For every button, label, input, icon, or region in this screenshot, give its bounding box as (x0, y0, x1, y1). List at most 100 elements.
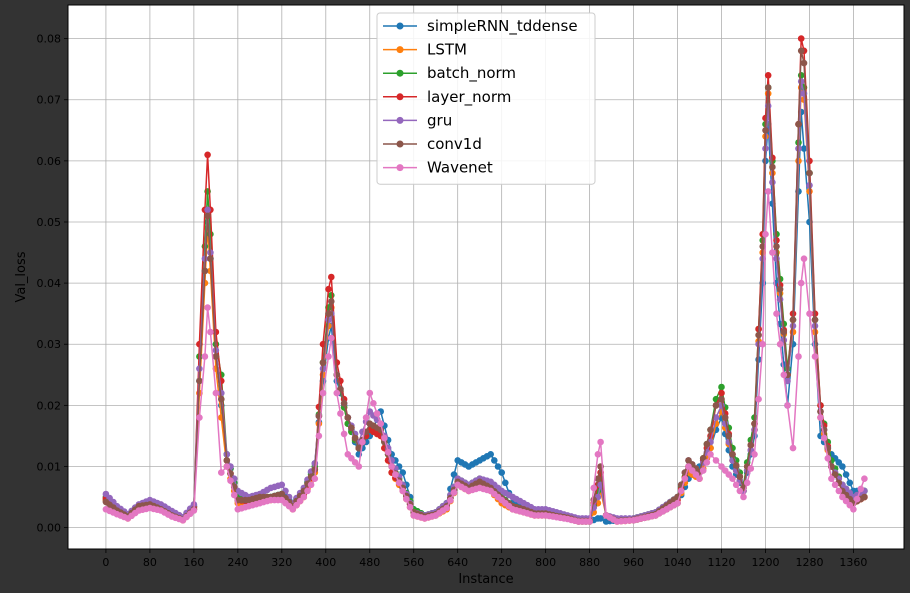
data-point (677, 487, 685, 495)
x-tick-label: 560 (403, 556, 424, 569)
data-point (824, 455, 832, 462)
data-point (212, 353, 220, 360)
plot-frame (67, 4, 905, 550)
data-point (764, 72, 772, 79)
data-point (759, 243, 766, 250)
data-point (853, 495, 861, 503)
data-point (325, 285, 332, 293)
legend-label: gru (427, 111, 452, 129)
x-tick-label: 800 (535, 556, 556, 569)
data-point (780, 371, 788, 379)
data-point (304, 487, 311, 495)
data-point (776, 340, 784, 348)
legend-label: Wavenet (427, 159, 493, 177)
data-point (797, 72, 805, 79)
data-point (718, 389, 725, 397)
data-point (373, 410, 381, 417)
data-point (319, 389, 327, 397)
x-tick-label: 640 (447, 556, 468, 569)
x-tick-label: 1280 (795, 556, 823, 569)
data-point (450, 489, 458, 496)
data-point (712, 402, 720, 409)
data-point (278, 481, 286, 489)
legend-label: simpleRNN_tddense (427, 17, 578, 36)
data-point (328, 292, 335, 299)
series-group (102, 35, 868, 525)
data-point (223, 463, 231, 470)
data-point (406, 503, 414, 511)
data-point (491, 457, 498, 464)
y-tick-label: 0.07 (37, 94, 62, 107)
data-point (362, 414, 370, 421)
data-point (384, 448, 392, 456)
data-point (718, 383, 725, 391)
data-point (776, 285, 784, 293)
data-point (355, 463, 363, 470)
data-point (204, 151, 211, 159)
series-Wavenet (102, 188, 868, 525)
legend-marker (396, 46, 404, 54)
data-point (828, 475, 835, 483)
legend-label: LSTM (427, 41, 467, 59)
data-point (800, 59, 808, 67)
data-point (328, 334, 335, 342)
legend-marker (396, 93, 404, 101)
data-point (594, 475, 602, 483)
data-point (696, 475, 703, 483)
legend: simpleRNN_tddense LSTM batch_norm layer_nor… (376, 12, 596, 185)
data-point (747, 441, 755, 449)
data-point (732, 481, 740, 489)
data-point (773, 310, 780, 318)
data-point (597, 515, 604, 522)
data-point (769, 179, 776, 186)
data-point (207, 255, 214, 262)
data-point (300, 493, 308, 501)
data-point (395, 479, 403, 487)
data-point (218, 469, 225, 476)
data-point (800, 255, 808, 262)
data-point (789, 444, 797, 452)
x-tick-label: 160 (183, 556, 204, 569)
data-point (721, 414, 729, 421)
y-tick-label: 0.04 (37, 277, 62, 290)
data-point (712, 457, 720, 464)
data-point (707, 426, 714, 434)
legend-label: conv1d (427, 135, 482, 153)
data-point (348, 424, 355, 432)
data-point (732, 462, 740, 469)
data-point (201, 267, 209, 275)
data-point (747, 465, 755, 472)
data-point (736, 473, 744, 481)
data-point (207, 328, 214, 336)
data-point (190, 507, 198, 514)
data-point (773, 255, 780, 262)
x-tick-label: 400 (315, 556, 336, 569)
data-point (355, 444, 363, 452)
data-point (594, 451, 602, 458)
data-point (764, 188, 772, 195)
data-point (227, 477, 234, 485)
data-point (370, 400, 377, 407)
data-point (392, 471, 399, 478)
data-point (344, 414, 352, 421)
x-axis-label: Instance (458, 572, 513, 587)
data-point (797, 35, 805, 42)
data-point (817, 414, 824, 421)
data-point (311, 475, 319, 483)
data-point (811, 353, 819, 360)
data-point (784, 402, 791, 409)
legend-marker (396, 22, 404, 30)
data-point (751, 451, 758, 458)
x-tick-label: 1120 (708, 556, 736, 569)
data-point (800, 145, 808, 152)
y-tick-label: 0.03 (37, 338, 62, 351)
data-point (725, 432, 733, 440)
legend-marker (396, 116, 404, 124)
data-point (718, 395, 725, 403)
x-tick-label: 80 (143, 556, 157, 569)
data-point (333, 389, 341, 397)
data-point (366, 389, 374, 397)
data-point (835, 487, 843, 495)
legend-label: layer_norm (427, 88, 511, 107)
